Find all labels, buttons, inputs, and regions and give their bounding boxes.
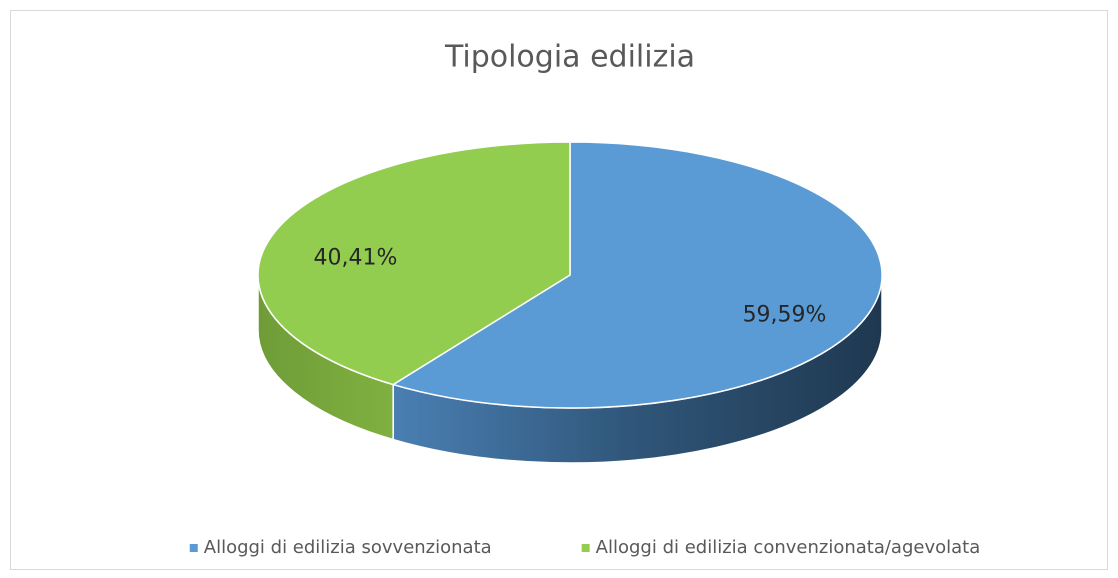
- data-label: 40,41%: [314, 246, 398, 271]
- legend-swatch: [581, 544, 590, 552]
- legend-label: Alloggi di edilizia convenzionata/agevol…: [596, 537, 981, 558]
- legend-label: Alloggi di edilizia sovvenzionata: [204, 537, 492, 558]
- chart-title: Tipologia edilizia: [444, 40, 695, 75]
- pie-slice: [257, 141, 571, 386]
- legend-swatch: [189, 544, 198, 552]
- data-label: 59,59%: [743, 302, 827, 327]
- pie-slice: [391, 141, 883, 409]
